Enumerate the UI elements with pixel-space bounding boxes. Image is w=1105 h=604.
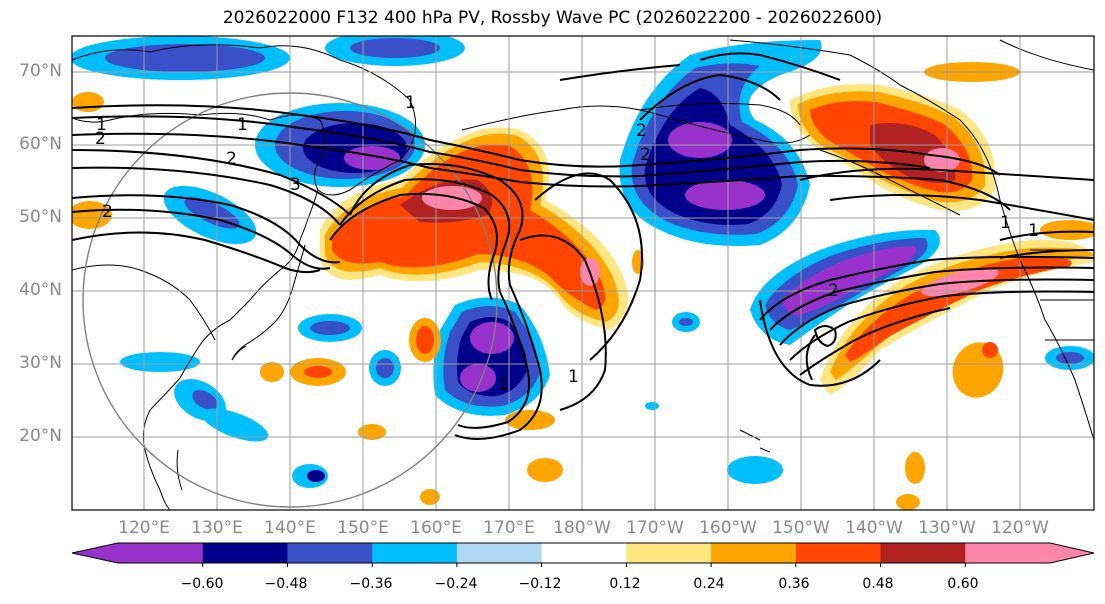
contour-label: 1	[405, 93, 416, 113]
colorbar-segment	[118, 543, 204, 563]
lon-label: 120°E	[118, 518, 170, 538]
contour-label: 2	[828, 281, 839, 301]
colorbar-outline	[71, 542, 1095, 564]
contour-label: 2	[226, 149, 237, 169]
colorbar-tick-label: 0.36	[778, 576, 810, 592]
lon-label: 130°E	[191, 518, 243, 538]
colorbar-extend-low	[72, 543, 118, 563]
map-plot-area: 1 1 1 2 2 2 3 2 2 1 1 1 1 2	[72, 36, 1094, 510]
colorbar-tick-label: 0.48	[862, 576, 894, 592]
contour-label: 2	[640, 145, 651, 165]
colorbar-tick-label: −0.12	[518, 576, 562, 592]
colorbar-segment	[287, 543, 373, 563]
colorbar-tick-label: 0.24	[693, 576, 725, 592]
lon-label: 140°E	[264, 518, 316, 538]
contour-label: 2	[95, 129, 106, 149]
colorbar-tick-label: −0.48	[264, 576, 308, 592]
colorbar-tick-label: 0.12	[609, 576, 641, 592]
reference-circle	[82, 92, 498, 508]
lon-label: 160°W	[699, 518, 757, 538]
map-frame	[71, 35, 1095, 511]
lon-label: 170°E	[483, 518, 535, 538]
colorbar-tick-label: 0.60	[947, 576, 979, 592]
lat-label: 20°N	[19, 426, 62, 446]
colorbar-segment	[202, 543, 288, 563]
lon-label: 160°E	[410, 518, 462, 538]
colorbar-segment	[965, 543, 1051, 563]
contour-label: 3	[290, 175, 301, 195]
contour-labels: 1 1 1 2 2 2 3 2 2 1 1 1 1 2	[95, 93, 1039, 395]
lon-label: 170°W	[626, 518, 684, 538]
colorbar-segment	[372, 543, 458, 563]
colorbar-tick-label: −0.24	[434, 576, 478, 592]
colorbar-segment	[795, 543, 882, 563]
contour-label: 1	[1028, 221, 1039, 241]
colorbar-segment	[541, 543, 627, 563]
pv-contours	[72, 52, 1094, 440]
lon-label: 150°W	[772, 518, 830, 538]
coastline-layer	[72, 39, 1094, 510]
contour-label: 1	[237, 115, 248, 135]
graticule	[72, 36, 1094, 510]
lat-label: 50°N	[19, 207, 62, 227]
colorbar-segment	[880, 543, 966, 563]
contour-label: 2	[102, 202, 113, 222]
lat-label: 60°N	[19, 134, 62, 154]
lon-label: 130°W	[918, 518, 976, 538]
colorbar-extend-high	[1050, 543, 1094, 563]
lon-label: 150°E	[337, 518, 389, 538]
colorbar-segment	[626, 543, 712, 563]
contour-label: 1	[568, 367, 579, 387]
colorbar	[71, 542, 1095, 567]
lat-label: 40°N	[19, 280, 62, 300]
lon-label: 120°W	[991, 518, 1049, 538]
colorbar-tick-label: −0.36	[349, 576, 393, 592]
contour-label: 2	[636, 121, 647, 141]
lat-label: 70°N	[19, 61, 62, 81]
contour-label: 1	[498, 375, 509, 395]
lat-label: 30°N	[19, 353, 62, 373]
contour-label: 1	[1000, 213, 1011, 233]
lon-label: 140°W	[845, 518, 903, 538]
map-title: 2026022000 F132 400 hPa PV, Rossby Wave …	[222, 8, 883, 28]
colorbar-segment	[711, 543, 797, 563]
colorbar-tick-label: −0.60	[180, 576, 224, 592]
contour-label: 1	[96, 115, 107, 135]
lon-label: 180°W	[553, 518, 611, 538]
colorbar-segment	[456, 543, 543, 563]
